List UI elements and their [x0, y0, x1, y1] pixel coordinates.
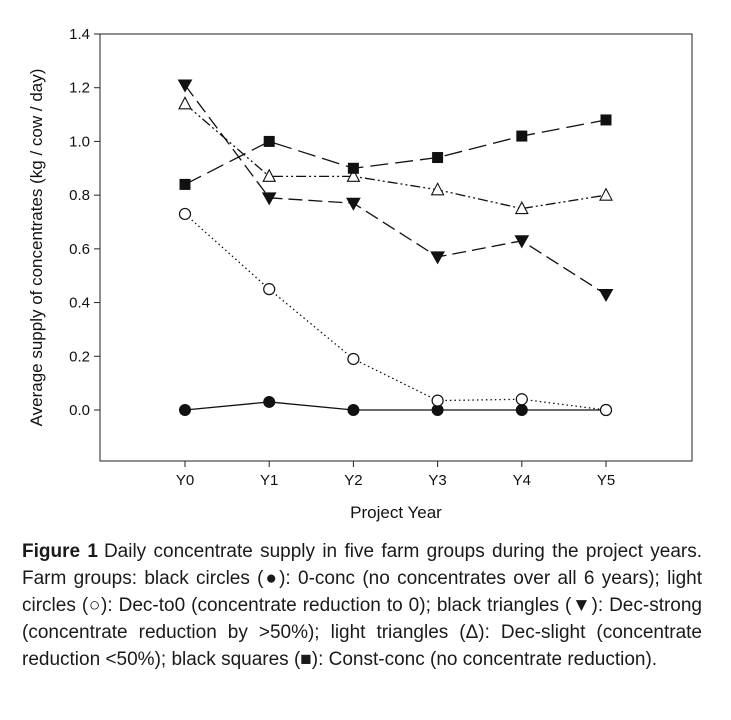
data-point	[599, 187, 613, 201]
y-tick-label: 1.4	[69, 26, 90, 43]
y-tick-label: 0.0	[69, 402, 90, 419]
y-tick-label: 1.0	[69, 133, 90, 150]
y-axis-label: Average supply of concentrates (kg / cow…	[27, 69, 46, 427]
y-tick-label: 0.6	[69, 241, 90, 258]
x-tick-label: Y0	[176, 472, 194, 489]
data-point	[346, 168, 361, 182]
data-point	[262, 168, 277, 182]
data-point	[346, 197, 361, 211]
data-point	[347, 352, 360, 366]
y-tick-label: 0.4	[69, 295, 90, 312]
y-tick-label: 1.2	[69, 80, 90, 97]
series-layer	[177, 79, 614, 417]
y-tick-label: 0.2	[69, 348, 90, 365]
series-Dec-strong	[177, 79, 614, 303]
data-point	[179, 404, 191, 416]
x-tick-label: Y2	[344, 472, 362, 489]
data-point	[347, 162, 359, 174]
data-point	[515, 404, 528, 416]
data-point	[347, 404, 360, 416]
x-tick-label: Y1	[260, 472, 278, 489]
series-Const-conc	[179, 114, 612, 190]
data-point	[263, 395, 276, 408]
series-Dec-slight	[178, 96, 613, 215]
data-point	[178, 96, 192, 110]
x-tick-label: Y4	[513, 472, 531, 489]
series-0-conc	[179, 395, 612, 416]
series-line	[184, 401, 606, 411]
data-point	[431, 394, 444, 407]
data-point	[514, 200, 529, 215]
x-axis-label: Project Year	[350, 503, 442, 522]
figure-caption: Figure 1 Daily concentrate supply in five…	[22, 538, 702, 673]
plot-area-frame	[99, 33, 693, 462]
series-line	[184, 103, 607, 210]
data-point	[430, 182, 445, 196]
data-point	[179, 178, 191, 190]
data-point	[514, 235, 530, 249]
data-point	[430, 251, 445, 265]
x-tick-label: Y5	[597, 472, 615, 489]
data-point	[599, 403, 613, 417]
data-point	[516, 130, 528, 142]
data-point	[177, 79, 193, 93]
series-line	[184, 213, 607, 411]
x-axis-ticks: Y0 Y1 Y2 Y3 Y4 Y5	[176, 461, 615, 489]
series-line	[184, 84, 607, 296]
y-tick-label: 0.8	[69, 187, 90, 204]
figure-label: Figure 1	[22, 541, 98, 562]
data-point	[600, 114, 612, 126]
data-point	[432, 152, 444, 164]
data-point	[598, 289, 614, 303]
series-Dec-to0	[178, 207, 613, 417]
x-tick-label: Y3	[428, 472, 446, 489]
data-point	[263, 135, 275, 147]
data-point	[261, 192, 277, 206]
caption-text: Daily concentrate supply in five farm gr…	[22, 541, 702, 670]
line-chart: 0.0 0.2 0.4 0.6 0.8 1.0 1.2 1.4 Y0 Y1 Y2 Y3 Y4 Y5 Pr…	[27, 26, 693, 522]
y-axis-ticks: 0.0 0.2 0.4 0.6 0.8 1.0 1.2 1.4	[69, 26, 100, 419]
data-point	[178, 207, 192, 221]
data-point	[515, 393, 528, 406]
data-point	[263, 283, 276, 296]
series-line	[184, 119, 607, 185]
